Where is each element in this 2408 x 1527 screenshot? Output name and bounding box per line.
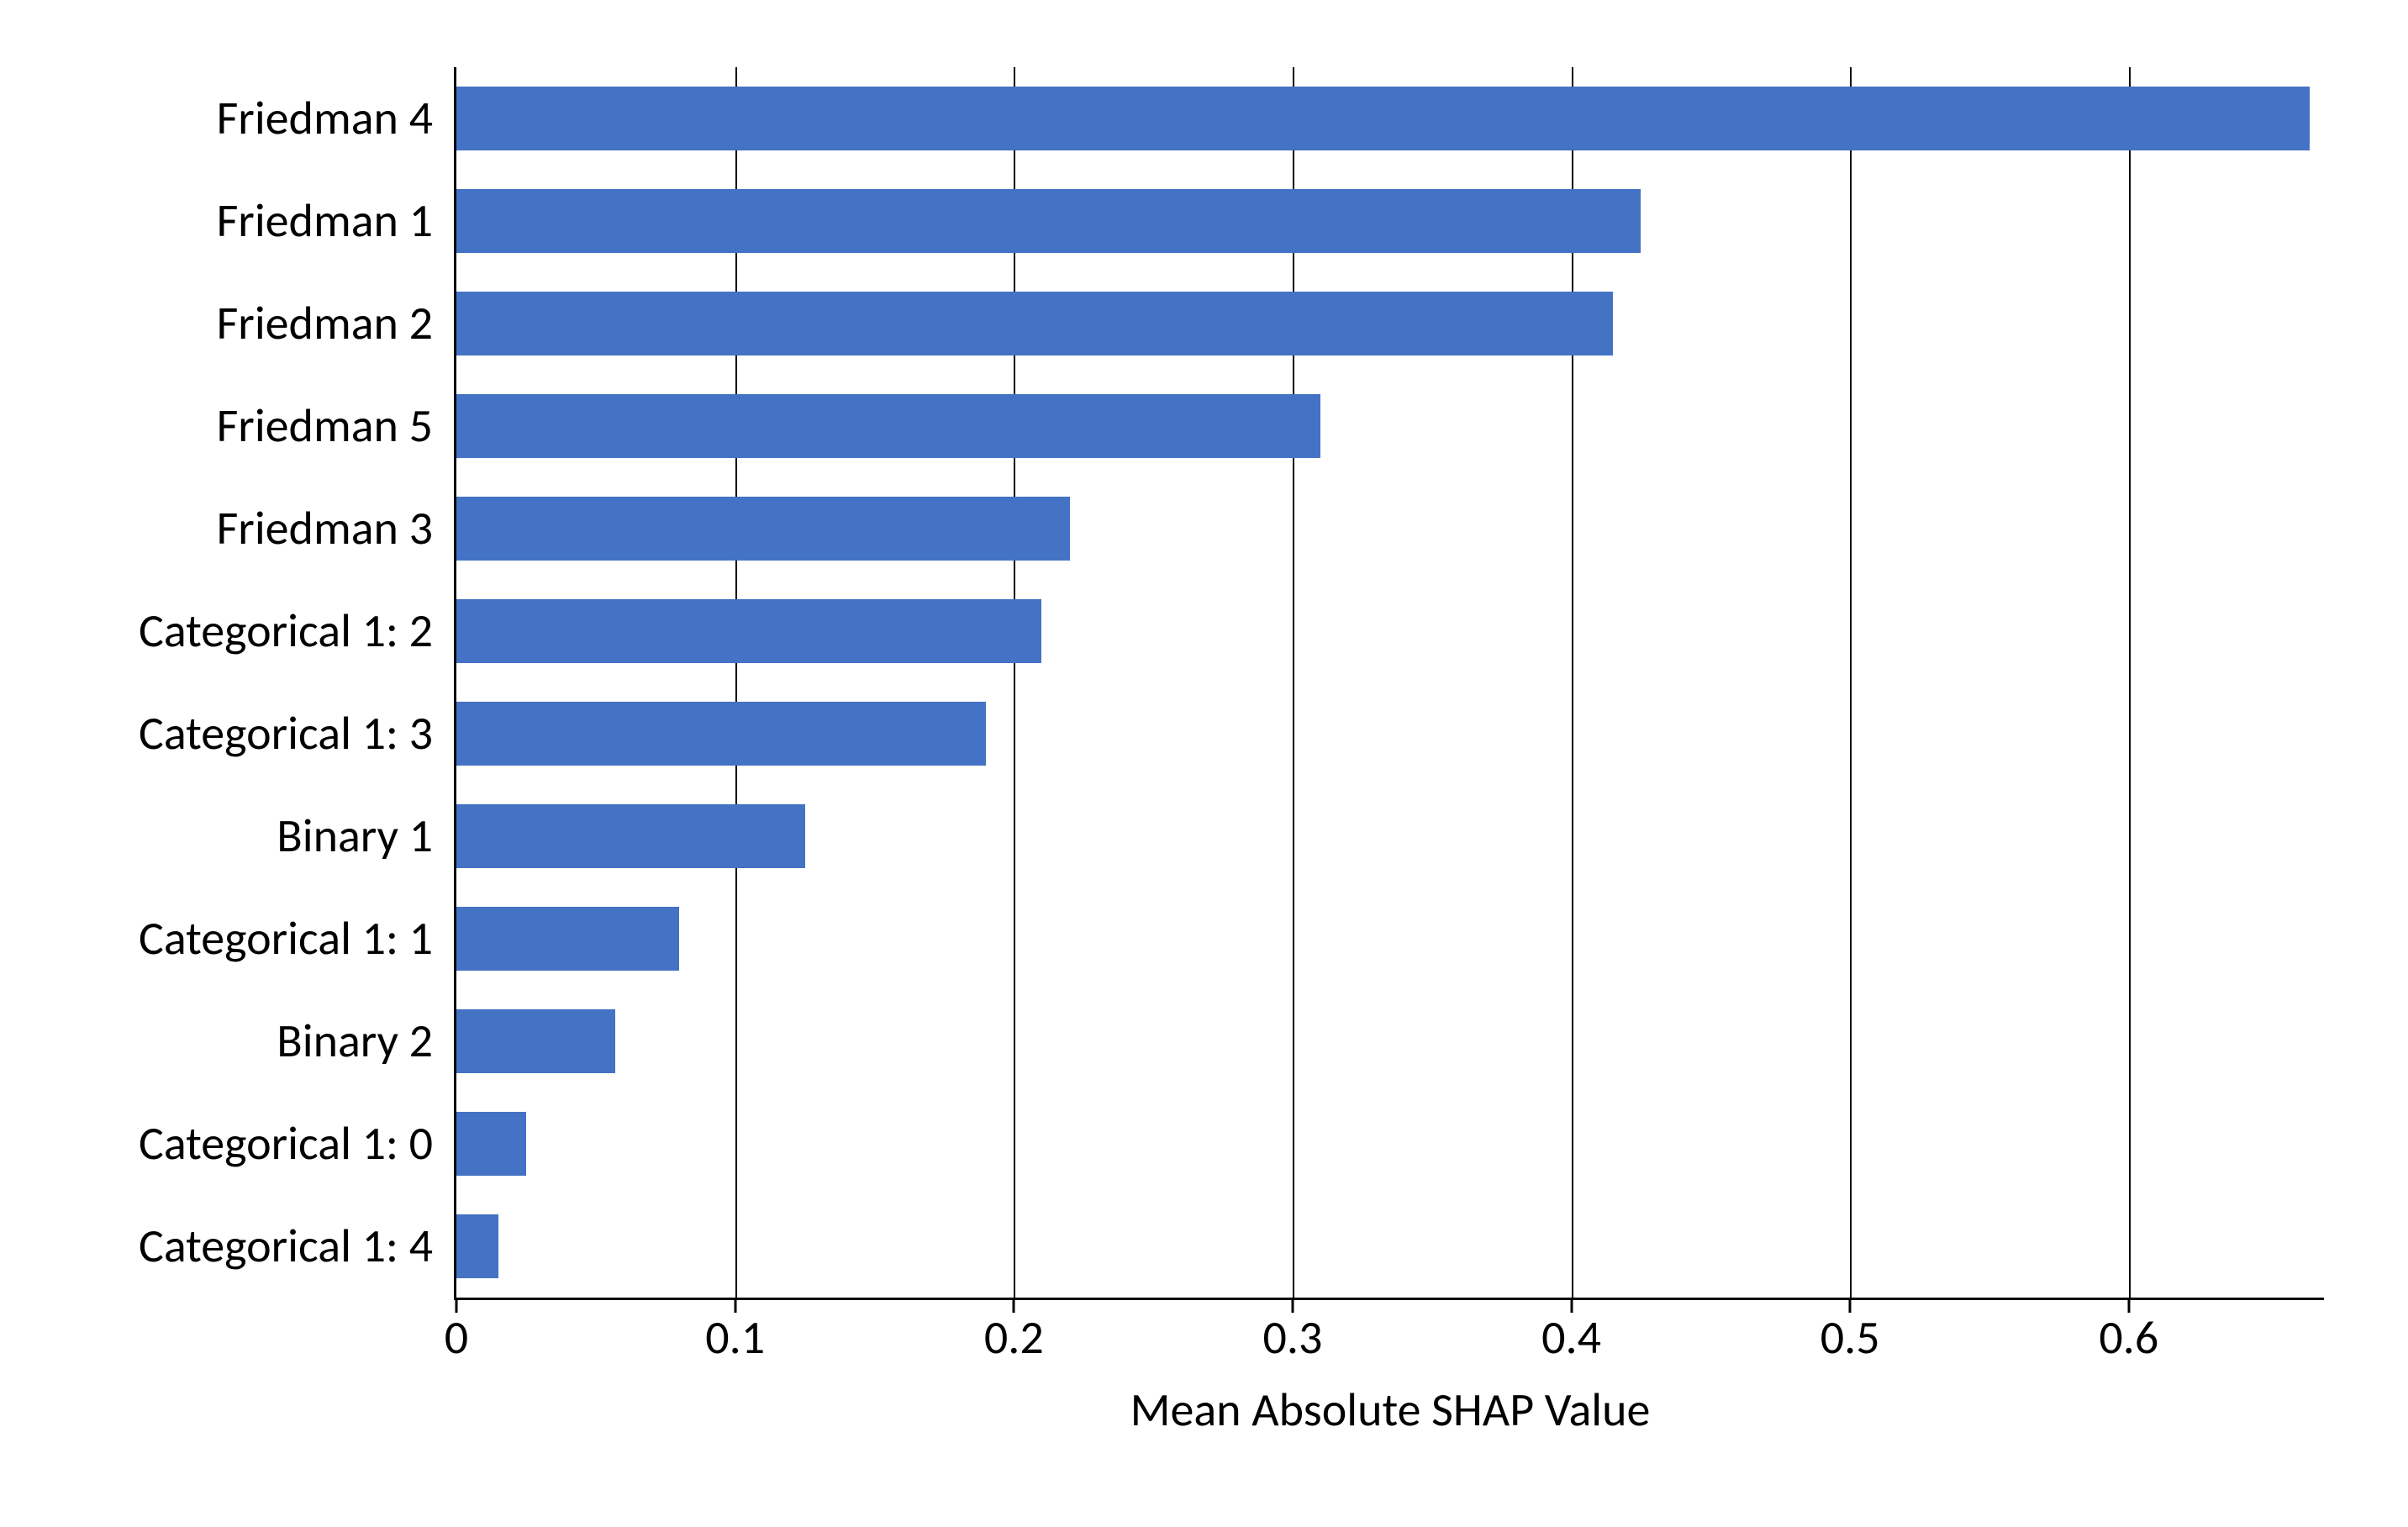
x-tick-label: 0.4 xyxy=(1541,1298,1601,1366)
x-tick-label: 0.2 xyxy=(984,1298,1044,1366)
plot-area: Mean Absolute SHAP Value 00.10.20.30.40.… xyxy=(454,67,2324,1300)
bar xyxy=(456,702,986,766)
bar-row xyxy=(456,394,2324,458)
y-tick-label: Categorical 1: 3 xyxy=(139,705,456,762)
bar-row xyxy=(456,599,2324,663)
bar-row xyxy=(456,907,2324,971)
chart-inner: Mean Absolute SHAP Value 00.10.20.30.40.… xyxy=(17,42,2358,1493)
bar xyxy=(456,804,805,868)
bar xyxy=(456,1112,526,1176)
y-tick-label: Categorical 1: 4 xyxy=(139,1218,456,1275)
bar xyxy=(456,1009,615,1073)
bar xyxy=(456,189,1641,253)
bar-row xyxy=(456,702,2324,766)
x-tick-label: 0 xyxy=(445,1298,468,1366)
bar xyxy=(456,1214,498,1278)
bar-row xyxy=(456,497,2324,561)
x-tick-label: 0.6 xyxy=(2099,1298,2158,1366)
y-tick-label: Binary 2 xyxy=(277,1013,456,1070)
bar xyxy=(456,87,2310,150)
x-tick-label: 0.3 xyxy=(1262,1298,1322,1366)
y-tick-label: Binary 1 xyxy=(277,808,456,865)
y-tick-label: Friedman 5 xyxy=(217,398,456,455)
bar-row xyxy=(456,1009,2324,1073)
bar-row xyxy=(456,1214,2324,1278)
bar-row xyxy=(456,189,2324,253)
shap-bar-chart: Mean Absolute SHAP Value 00.10.20.30.40.… xyxy=(0,0,2408,1527)
bar xyxy=(456,292,1613,355)
y-tick-label: Friedman 2 xyxy=(217,295,456,352)
bar xyxy=(456,497,1070,561)
x-tick-label: 0.5 xyxy=(1820,1298,1880,1366)
y-tick-label: Categorical 1: 2 xyxy=(139,603,456,660)
bar xyxy=(456,394,1320,458)
bar-row xyxy=(456,292,2324,355)
x-tick-label: 0.1 xyxy=(705,1298,765,1366)
y-tick-label: Friedman 4 xyxy=(217,90,456,147)
bar-row xyxy=(456,1112,2324,1176)
y-tick-label: Categorical 1: 0 xyxy=(139,1115,456,1172)
y-tick-label: Categorical 1: 1 xyxy=(139,910,456,967)
bar xyxy=(456,907,679,971)
y-tick-label: Friedman 1 xyxy=(217,192,456,250)
bar-row xyxy=(456,87,2324,150)
bar-row xyxy=(456,804,2324,868)
bar xyxy=(456,599,1041,663)
y-tick-label: Friedman 3 xyxy=(217,500,456,557)
